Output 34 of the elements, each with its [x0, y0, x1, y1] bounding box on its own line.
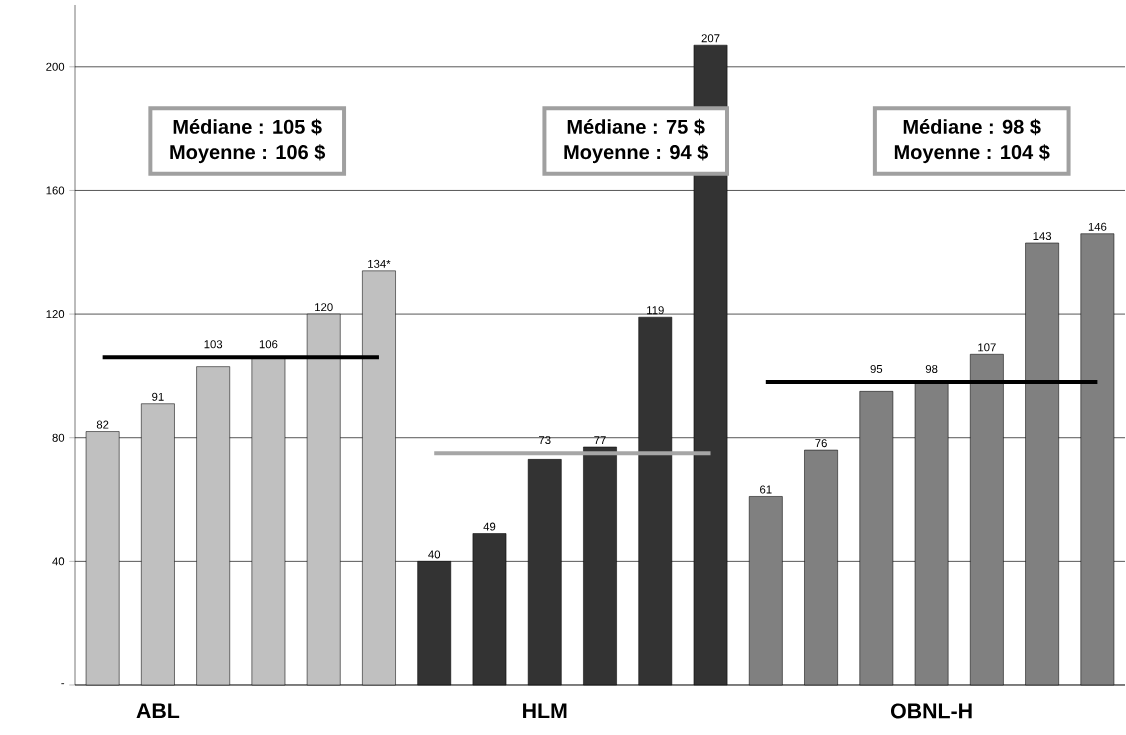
- data-label: 107: [978, 343, 996, 352]
- data-label: 61: [760, 485, 772, 494]
- x-tick-label: OBNL-H: [891, 703, 972, 719]
- y-tick-label: 40: [52, 557, 65, 566]
- data-label: 134*: [368, 259, 391, 268]
- data-label: 143: [1033, 232, 1052, 241]
- annotation: Médiane : 105 $: [173, 118, 322, 136]
- data-label: 40: [428, 550, 441, 559]
- annotation: Moyenne : 104 $: [894, 144, 1050, 164]
- annotation: Médiane : 75 $: [567, 118, 705, 136]
- data-label: 82: [96, 420, 109, 429]
- x-tick-label: HLM: [523, 703, 567, 719]
- data-label: 77: [594, 436, 606, 445]
- data-label: 146: [1088, 222, 1107, 231]
- y-tick-label: 80: [52, 433, 65, 442]
- data-label: 207: [701, 34, 720, 43]
- data-label: 73: [539, 436, 551, 445]
- data-label: 120: [315, 303, 333, 312]
- data-label: 103: [204, 340, 223, 349]
- data-label: 95: [870, 364, 883, 373]
- annotation: Moyenne : 106 $: [170, 144, 326, 164]
- data-label: 91: [152, 392, 164, 401]
- annotation: Médiane : 98 $: [903, 118, 1041, 136]
- y-tick-label: 160: [46, 186, 65, 195]
- y-tick-label: -: [61, 683, 65, 685]
- data-label: 49: [483, 522, 496, 531]
- y-tick-label: 120: [46, 310, 65, 319]
- data-label: 119: [647, 306, 664, 315]
- annotation: Moyenne : 94 $: [564, 144, 709, 164]
- data-label: 76: [815, 439, 827, 448]
- x-tick-label: ABL: [136, 703, 180, 719]
- y-tick-label: 200: [46, 62, 65, 71]
- data-label: 98: [925, 364, 938, 373]
- data-label: 106: [259, 340, 278, 349]
